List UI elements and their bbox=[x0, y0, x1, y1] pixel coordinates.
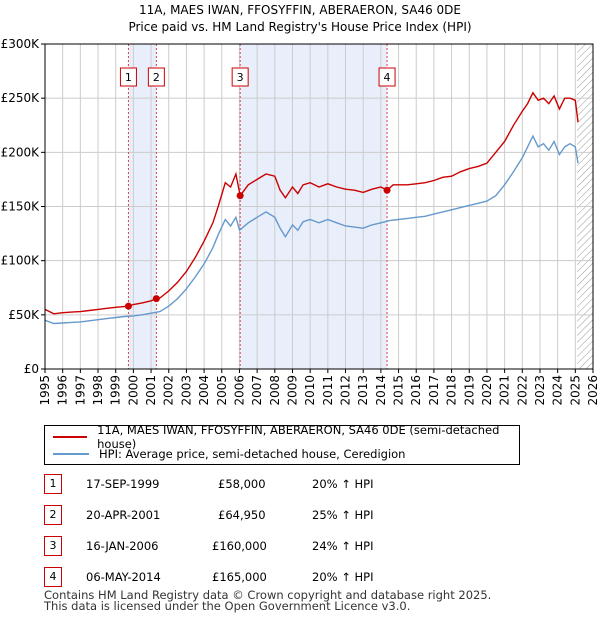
sale-row: 1 17-SEP-1999 £58,000 20% ↑ HPI bbox=[0, 474, 600, 494]
legend-item-hpi: HPI: Average price, semi-detached house,… bbox=[53, 446, 405, 462]
sale-price: £160,000 bbox=[212, 539, 267, 553]
sale-number-badge: 1 bbox=[44, 474, 62, 494]
x-tick-label: 2018 bbox=[445, 375, 459, 406]
sale-number-badge: 2 bbox=[44, 505, 62, 525]
sale-row: 2 20-APR-2001 £64,950 25% ↑ HPI bbox=[0, 505, 600, 525]
x-tick-label: 2025 bbox=[568, 375, 582, 406]
chart-title: 11A, MAES IWAN, FFOSYFFIN, ABERAERON, SA… bbox=[139, 3, 461, 17]
sale-date: 17-SEP-1999 bbox=[86, 477, 160, 491]
x-tick-label: 2012 bbox=[339, 375, 353, 406]
sale-point bbox=[124, 302, 132, 310]
legend-swatch-blue bbox=[53, 453, 89, 455]
sale-label-box bbox=[147, 67, 165, 87]
x-tick-label: 2001 bbox=[144, 375, 158, 406]
x-tick-label: 2008 bbox=[268, 375, 282, 406]
y-tick-label: £150K bbox=[1, 200, 41, 214]
x-tick-label: 2019 bbox=[462, 375, 476, 406]
x-tick-label: 2000 bbox=[126, 375, 140, 406]
chart: 11A, MAES IWAN, FFOSYFFIN, ABERAERON, SA… bbox=[1, 3, 600, 406]
y-tick-label: £250K bbox=[1, 91, 41, 105]
sale-date: 06-MAY-2014 bbox=[86, 570, 161, 584]
x-tick-label: 2014 bbox=[374, 375, 388, 406]
legend: 11A, MAES IWAN, FFOSYFFIN, ABERAERON, SA… bbox=[44, 423, 520, 465]
x-tick-label: 1999 bbox=[109, 375, 123, 406]
x-tick-label: 2005 bbox=[215, 375, 229, 406]
x-tick-label: 1998 bbox=[91, 375, 105, 406]
x-tick-label: 2004 bbox=[197, 375, 211, 406]
x-tick-label: 2020 bbox=[480, 375, 494, 406]
x-tick-label: 1997 bbox=[73, 375, 87, 406]
sale-hpi: 20% ↑ HPI bbox=[312, 570, 374, 584]
sale-point bbox=[383, 186, 391, 194]
legend-label-property: 11A, MAES IWAN, FFOSYFFIN, ABERAERON, SA… bbox=[97, 423, 500, 451]
sale-point bbox=[236, 192, 244, 200]
sale-price: £64,950 bbox=[218, 508, 266, 522]
sale-hpi: 24% ↑ HPI bbox=[312, 539, 374, 553]
sale-label-box bbox=[231, 67, 249, 87]
footer-copyright: Contains HM Land Registry data © Crown c… bbox=[44, 588, 492, 602]
x-tick-label: 2007 bbox=[250, 375, 264, 406]
footer: Contains HM Land Registry data © Crown c… bbox=[44, 588, 492, 613]
sale-price: £165,000 bbox=[212, 570, 267, 584]
sale-date: 16-JAN-2006 bbox=[86, 539, 159, 553]
sale-label-box bbox=[119, 67, 137, 87]
y-tick-label: £300K bbox=[1, 37, 41, 51]
sale-number-badge: 3 bbox=[44, 536, 62, 556]
sale-row: 4 06-MAY-2014 £165,000 20% ↑ HPI bbox=[0, 567, 600, 587]
x-tick-label: 2017 bbox=[427, 375, 441, 406]
y-tick-label: £0 bbox=[24, 362, 39, 376]
sale-label-number: 1 bbox=[125, 71, 132, 84]
x-tick-label: 2011 bbox=[321, 375, 335, 406]
sale-row: 3 16-JAN-2006 £160,000 24% ↑ HPI bbox=[0, 536, 600, 556]
x-tick-label: 2003 bbox=[179, 375, 193, 406]
property-series-line bbox=[44, 91, 579, 315]
sale-number-badge: 4 bbox=[44, 567, 62, 587]
sale-hpi: 20% ↑ HPI bbox=[312, 477, 374, 491]
x-tick-label: 2010 bbox=[303, 375, 317, 406]
x-tick-label: 2022 bbox=[515, 375, 529, 406]
x-tick-label: 2023 bbox=[533, 375, 547, 406]
hpi-series-line bbox=[44, 134, 579, 325]
sale-hpi: 25% ↑ HPI bbox=[312, 508, 374, 522]
sale-date: 20-APR-2001 bbox=[86, 508, 161, 522]
x-tick-label: 2006 bbox=[232, 375, 246, 406]
y-tick-label: £200K bbox=[1, 145, 41, 159]
x-tick-label: 2013 bbox=[356, 375, 370, 406]
legend-swatch-red bbox=[53, 436, 88, 438]
sale-label-number: 3 bbox=[237, 71, 244, 84]
legend-item-property: 11A, MAES IWAN, FFOSYFFIN, ABERAERON, SA… bbox=[53, 423, 519, 451]
legend-label-hpi: HPI: Average price, semi-detached house,… bbox=[99, 447, 406, 461]
x-tick-label: 2024 bbox=[551, 375, 565, 406]
sale-point bbox=[152, 295, 160, 303]
x-tick-label: 2002 bbox=[162, 375, 176, 406]
x-tick-label: 2009 bbox=[285, 375, 299, 406]
sale-label-number: 2 bbox=[153, 71, 160, 84]
x-tick-label: 2026 bbox=[586, 375, 600, 406]
x-tick-label: 2021 bbox=[498, 375, 512, 406]
sale-label-box bbox=[378, 67, 396, 87]
sale-price: £58,000 bbox=[218, 477, 266, 491]
y-tick-label: £50K bbox=[8, 308, 40, 322]
x-tick-label: 1996 bbox=[56, 375, 70, 406]
y-tick-label: £100K bbox=[1, 254, 41, 268]
x-tick-label: 2015 bbox=[392, 375, 406, 406]
x-tick-label: 1995 bbox=[38, 375, 52, 406]
sale-label-number: 4 bbox=[384, 71, 391, 84]
x-tick-label: 2016 bbox=[409, 375, 423, 406]
footer-licence: This data is licensed under the Open Gov… bbox=[44, 599, 411, 613]
chart-subtitle: Price paid vs. HM Land Registry's House … bbox=[128, 20, 471, 34]
